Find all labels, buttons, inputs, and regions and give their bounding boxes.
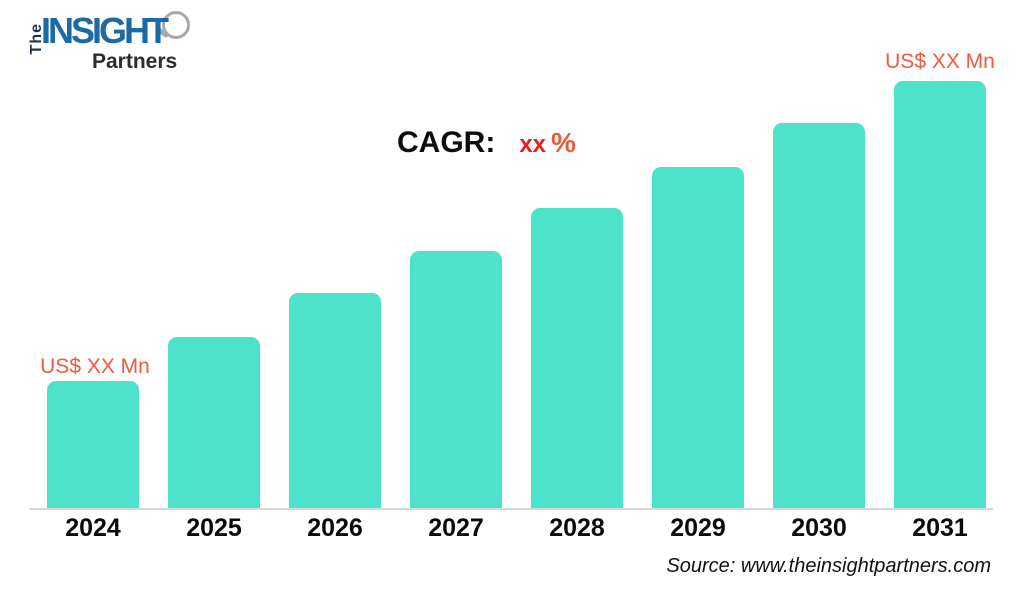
bar-2029 xyxy=(652,167,744,510)
bar-2027 xyxy=(410,251,502,510)
cagr-label: CAGR: xyxy=(397,126,496,159)
value-label-2031: US$ XX Mn xyxy=(885,50,995,73)
x-tick-2029: 2029 xyxy=(670,514,726,542)
magnifier-icon xyxy=(162,11,190,39)
x-tick-2027: 2027 xyxy=(428,514,484,542)
x-axis-line xyxy=(30,508,993,510)
x-tick-2028: 2028 xyxy=(549,514,605,542)
logo-partners-text: Partners xyxy=(92,50,178,73)
bar-2026 xyxy=(289,293,381,510)
source-attribution: Source: www.theinsightpartners.com xyxy=(666,555,991,577)
cagr-annotation: CAGR: xx % xyxy=(397,126,576,160)
x-tick-2026: 2026 xyxy=(307,514,363,542)
value-label-2024: US$ XX Mn xyxy=(40,355,150,378)
cagr-value: xx xyxy=(519,131,547,158)
x-tick-2024: 2024 xyxy=(65,514,121,542)
x-tick-2025: 2025 xyxy=(186,514,242,542)
bar-2028 xyxy=(531,208,623,510)
x-tick-2030: 2030 xyxy=(791,514,847,542)
bar-2031 xyxy=(894,81,986,510)
bar-2030 xyxy=(773,123,865,510)
insight-partners-logo: The INSIGHT Partners xyxy=(28,6,208,82)
x-tick-2031: 2031 xyxy=(912,514,968,542)
logo-insight-text: INSIGHT xyxy=(41,10,169,51)
bar-2025 xyxy=(168,337,260,510)
cagr-unit: % xyxy=(551,127,576,158)
bar-2024 xyxy=(47,381,139,510)
